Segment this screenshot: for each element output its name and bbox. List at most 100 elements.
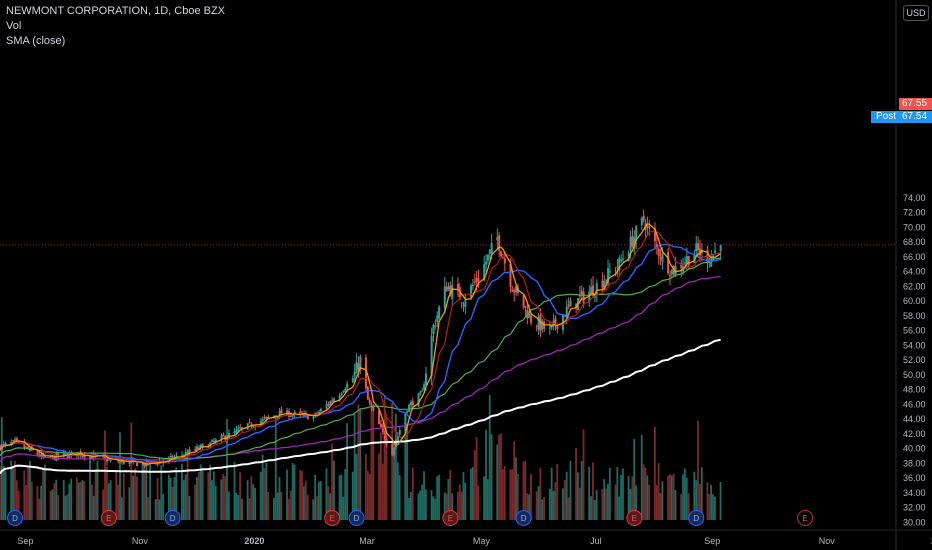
volume-bar — [447, 478, 450, 520]
dividend-marker[interactable] — [348, 510, 365, 526]
candle-body — [648, 226, 651, 229]
candle-body — [470, 285, 473, 298]
candle-body — [226, 437, 229, 441]
volume-bar — [516, 474, 519, 520]
sma-label[interactable]: SMA (close) — [6, 35, 66, 47]
volume-bar — [699, 483, 701, 520]
volume-bar — [655, 485, 658, 520]
candle-body — [169, 455, 172, 457]
volume-bar — [38, 498, 41, 520]
candle-body — [498, 235, 501, 251]
volume-bar — [425, 489, 427, 520]
candle-body — [372, 406, 375, 411]
candle-body — [25, 446, 28, 448]
volume-bar — [543, 496, 546, 520]
volume-bar — [23, 470, 26, 520]
candle-body — [381, 425, 384, 432]
volume-bar — [62, 480, 65, 520]
candle-body — [670, 269, 673, 275]
volume-bar — [633, 439, 636, 520]
volume-bar — [68, 483, 71, 520]
candle-body — [214, 439, 217, 443]
candle-body — [265, 416, 268, 419]
earnings-marker[interactable] — [100, 510, 117, 526]
candle-body — [391, 444, 394, 455]
volume-bar — [17, 490, 20, 520]
volume-bar — [77, 482, 80, 520]
candle-body — [622, 258, 625, 260]
volume-bar — [14, 460, 16, 520]
candle-body — [475, 278, 478, 282]
volume-bar — [383, 395, 386, 520]
candle-body — [588, 291, 591, 303]
volume-bar — [526, 493, 529, 520]
candle-body — [261, 418, 264, 422]
volume-bar — [64, 495, 67, 520]
volume-bar — [147, 497, 150, 520]
volume-bar — [595, 490, 598, 520]
volume-bar — [391, 402, 394, 520]
candle-body — [55, 453, 58, 461]
event-marker-label: E — [106, 514, 111, 523]
volume-bar — [214, 485, 217, 520]
volume-bar — [710, 484, 713, 520]
volume-bar — [134, 468, 136, 520]
candle-body — [331, 400, 334, 402]
candle-body — [344, 388, 347, 393]
volume-bar — [105, 466, 108, 520]
volume-bar — [385, 415, 388, 520]
earnings-marker[interactable] — [324, 510, 341, 526]
candle-body — [364, 357, 367, 389]
candle-body — [357, 363, 360, 370]
volume-bar — [562, 488, 564, 520]
volume-bar — [563, 480, 566, 520]
candle-body — [81, 455, 84, 457]
candle-body — [695, 243, 698, 252]
volume-bar — [211, 480, 213, 520]
earnings-marker[interactable] — [442, 510, 459, 526]
candle-body — [488, 249, 491, 255]
volume-bar — [700, 467, 703, 520]
volume-bar — [629, 488, 632, 520]
candle-body — [267, 416, 270, 418]
dividend-marker[interactable] — [688, 510, 705, 526]
volume-bar — [66, 494, 69, 520]
candle-body — [530, 315, 533, 323]
candle-body — [667, 251, 670, 274]
candle-body — [27, 446, 30, 450]
candle-body — [171, 456, 174, 460]
volume-bar — [488, 395, 491, 520]
x-tick-label: May — [473, 536, 491, 546]
volume-bar — [605, 488, 607, 520]
volume-bar — [417, 493, 420, 520]
volume-bar — [588, 466, 591, 520]
candle-body — [483, 264, 486, 280]
dividend-marker[interactable] — [164, 510, 181, 526]
sma-20-line — [0, 243, 721, 463]
volume-bar — [274, 415, 277, 520]
currency-button[interactable]: USD — [903, 5, 929, 21]
volume-bar — [642, 464, 645, 520]
dividend-marker[interactable] — [7, 510, 24, 526]
volume-bar — [404, 424, 407, 520]
chart-title[interactable]: NEWMONT CORPORATION, 1D, Cboe BZX — [6, 5, 226, 17]
volume-bar — [509, 469, 512, 520]
volume-bar — [695, 480, 698, 520]
volume-bar — [556, 464, 559, 520]
volume-bar — [115, 470, 118, 520]
candle-body — [683, 262, 686, 264]
volume-bar — [539, 467, 542, 520]
volume-label[interactable]: Vol — [6, 20, 22, 32]
volume-bar — [318, 481, 320, 520]
volume-bar — [712, 494, 714, 520]
x-tick-label: Nov — [819, 536, 836, 546]
earnings-marker[interactable] — [626, 510, 643, 526]
candle-body — [359, 356, 362, 370]
volume-bar — [462, 471, 465, 520]
candle-body — [432, 324, 435, 335]
volume-bar — [291, 462, 294, 520]
dividend-marker[interactable] — [515, 510, 532, 526]
earnings-marker[interactable] — [797, 510, 814, 526]
candle-body — [0, 445, 1, 450]
